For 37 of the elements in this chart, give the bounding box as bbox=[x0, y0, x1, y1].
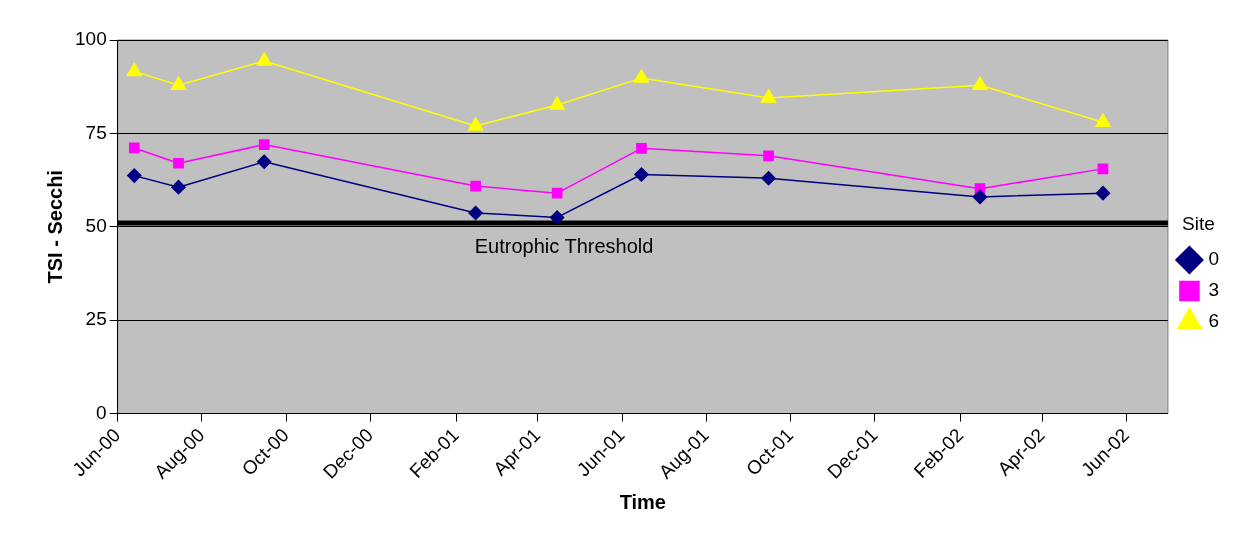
legend-label: 0 bbox=[1208, 248, 1220, 270]
point bbox=[470, 180, 481, 192]
point bbox=[1095, 185, 1111, 201]
y-tick-label: 100 bbox=[75, 28, 107, 50]
point bbox=[972, 76, 988, 90]
point bbox=[170, 76, 187, 90]
point bbox=[126, 62, 142, 77]
point bbox=[258, 139, 270, 150]
x-axis-title: Time bbox=[619, 490, 666, 513]
legend-label: 6 bbox=[1208, 310, 1220, 332]
legend-title: Site bbox=[1182, 213, 1215, 235]
point bbox=[171, 179, 186, 195]
y-tick-label: 50 bbox=[85, 215, 107, 237]
point bbox=[256, 154, 272, 170]
point bbox=[173, 157, 184, 169]
y-tick-label: 25 bbox=[85, 308, 107, 330]
point bbox=[127, 168, 142, 183]
ref-line-label: Eutrophic Threshold bbox=[474, 234, 654, 257]
point bbox=[1095, 113, 1111, 127]
y-axis-title: TSI - Secchi bbox=[43, 170, 66, 284]
point bbox=[760, 89, 777, 103]
point bbox=[256, 52, 272, 66]
legend-label: 3 bbox=[1208, 279, 1220, 301]
point bbox=[551, 187, 563, 199]
point bbox=[633, 69, 650, 83]
point bbox=[972, 189, 988, 205]
point bbox=[763, 150, 774, 162]
point bbox=[634, 167, 649, 182]
y-tick-label: 0 bbox=[96, 401, 107, 423]
point bbox=[468, 205, 483, 221]
y-tick-label: 75 bbox=[85, 121, 107, 143]
point bbox=[549, 96, 565, 110]
point bbox=[128, 142, 140, 154]
point bbox=[636, 142, 647, 154]
point bbox=[761, 170, 776, 186]
point bbox=[467, 117, 484, 131]
point bbox=[549, 210, 565, 225]
